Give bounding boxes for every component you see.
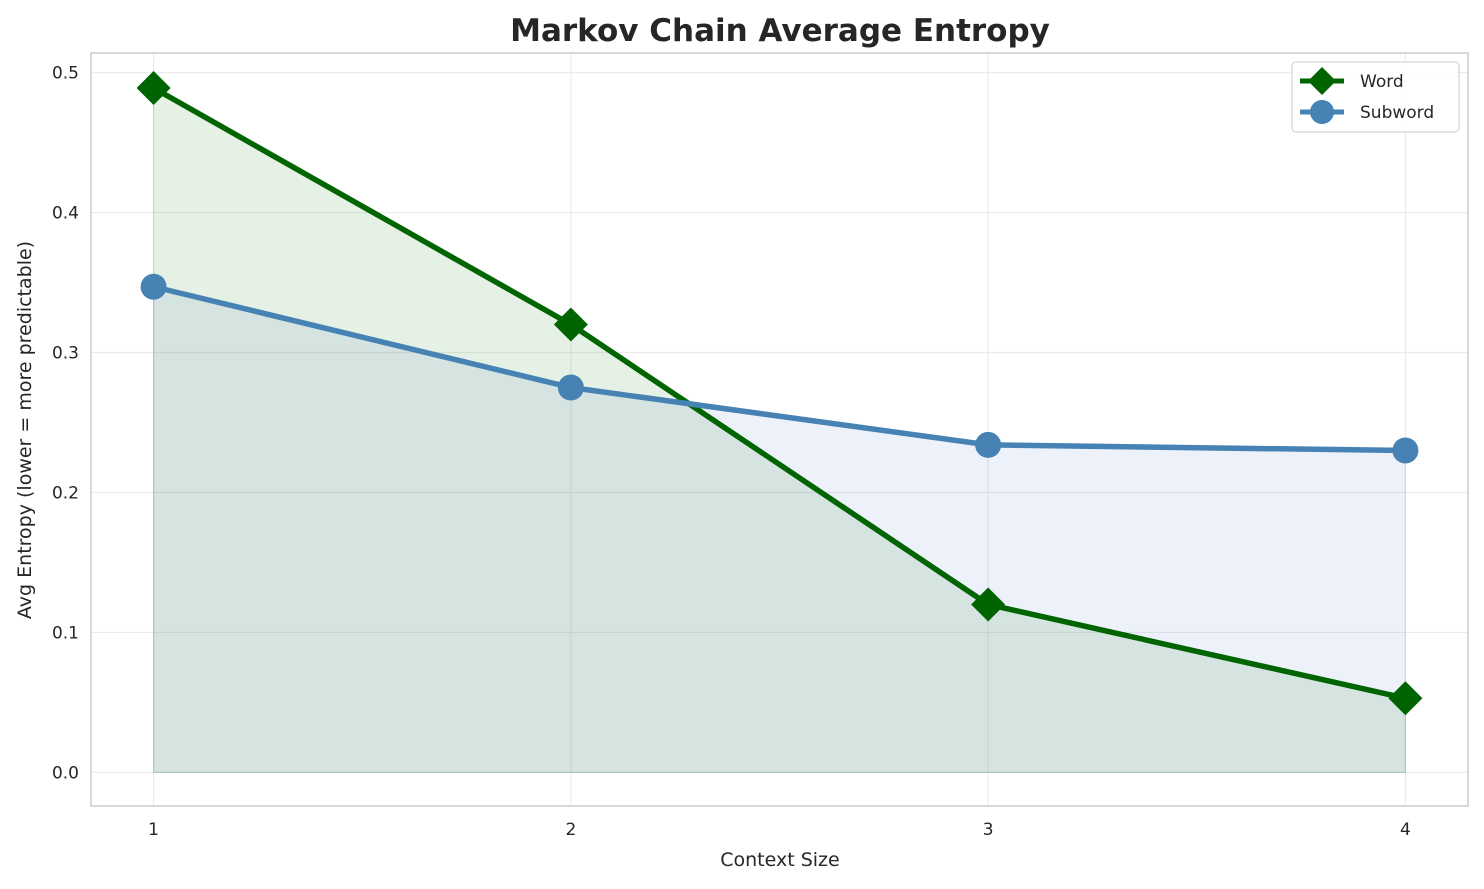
legend-label-subword: Subword xyxy=(1360,103,1434,123)
subword-point xyxy=(975,431,1002,458)
chart-title: Markov Chain Average Entropy xyxy=(510,13,1050,49)
y-tick-label: 0.0 xyxy=(52,763,79,783)
legend-marker-subword xyxy=(1310,100,1334,124)
x-tick-label: 2 xyxy=(565,820,576,840)
subword-point xyxy=(557,374,584,401)
legend-label-word: Word xyxy=(1360,72,1404,92)
subword-point xyxy=(1392,437,1419,464)
y-axis-label: Avg Entropy (lower = more predictable) xyxy=(14,241,36,619)
x-axis-label: Context Size xyxy=(720,849,839,871)
word-point xyxy=(971,587,1006,622)
x-tick-label: 4 xyxy=(1400,820,1411,840)
x-tick-label: 1 xyxy=(148,820,159,840)
subword-line xyxy=(152,284,1406,454)
legend-marker-word xyxy=(1308,67,1336,95)
y-tick-label: 0.1 xyxy=(52,623,79,643)
x-tick-label: 3 xyxy=(983,820,994,840)
word-point xyxy=(1388,681,1423,716)
word-point xyxy=(136,70,171,105)
y-tick-label: 0.3 xyxy=(52,344,79,364)
legend: Word Subword xyxy=(1291,61,1460,133)
word-line xyxy=(152,85,1407,701)
subword-point xyxy=(140,273,167,300)
word-point xyxy=(553,307,588,342)
y-tick-label: 0.5 xyxy=(52,64,79,84)
y-tick-label: 0.2 xyxy=(52,483,79,503)
plot-frame xyxy=(90,52,1469,807)
y-tick-label: 0.4 xyxy=(52,204,79,224)
